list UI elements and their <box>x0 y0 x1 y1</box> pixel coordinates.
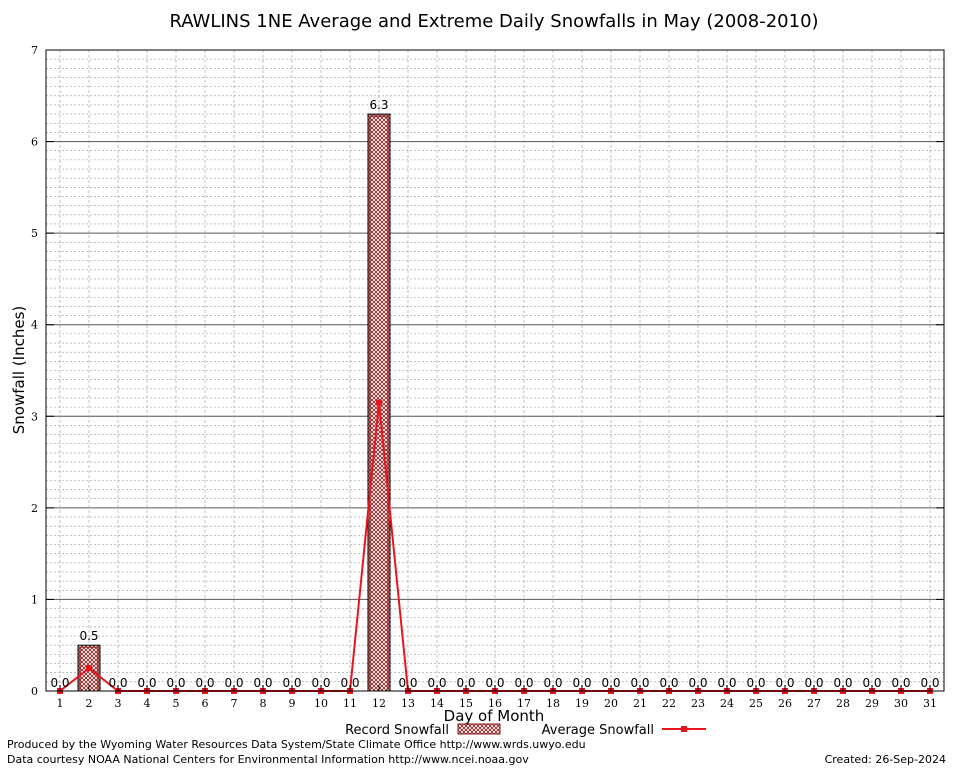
y-tick-label: 5 <box>31 227 38 240</box>
x-tick-label: 5 <box>173 697 180 710</box>
x-axis-label: Day of Month <box>444 707 545 725</box>
x-tick-label: 14 <box>430 697 444 710</box>
y-tick-label: 3 <box>31 410 38 423</box>
x-tick-label: 13 <box>401 697 415 710</box>
x-tick-label: 22 <box>662 697 676 710</box>
record-data-label: 0.0 <box>166 676 185 690</box>
x-tick-label: 28 <box>836 697 850 710</box>
record-data-label: 0.0 <box>688 676 707 690</box>
record-data-label: 0.0 <box>50 676 69 690</box>
record-data-label: 0.0 <box>775 676 794 690</box>
x-tick-label: 12 <box>372 697 386 710</box>
legend: Record Snowfall Average Snowfall <box>345 723 706 738</box>
chart-title: RAWLINS 1NE Average and Extreme Daily Sn… <box>169 11 818 32</box>
x-tick-label: 1 <box>57 697 64 710</box>
x-tick-label: 30 <box>894 697 908 710</box>
record-data-label: 0.0 <box>456 676 475 690</box>
y-tick-label: 6 <box>31 136 38 149</box>
x-tick-label: 24 <box>720 697 734 710</box>
record-data-label: 0.0 <box>891 676 910 690</box>
legend-average-label: Average Snowfall <box>542 723 654 738</box>
x-axis-ticks: 1 2 3 4 5 6 7 8 9 10 11 12 13 14 15 16 17 18 19 20 21 22 23 24 2… <box>57 685 937 710</box>
record-data-label: 0.0 <box>514 676 533 690</box>
x-tick-label: 20 <box>604 697 618 710</box>
y-tick-label: 1 <box>31 593 38 606</box>
record-data-label: 0.0 <box>108 676 127 690</box>
x-tick-label: 29 <box>865 697 879 710</box>
x-tick-label: 9 <box>289 697 296 710</box>
record-data-label: 0.0 <box>862 676 881 690</box>
record-data-label: 0.0 <box>427 676 446 690</box>
record-data-label: 0.0 <box>311 676 330 690</box>
x-tick-label: 27 <box>807 697 821 710</box>
record-data-label: 0.0 <box>195 676 214 690</box>
x-tick-label: 16 <box>488 697 502 710</box>
x-tick-label: 2 <box>86 697 93 710</box>
footer-produced-by: Produced by the Wyoming Water Resources … <box>7 738 586 751</box>
x-tick-label: 21 <box>633 697 647 710</box>
x-tick-label: 6 <box>202 697 209 710</box>
record-data-label: 0.0 <box>340 676 359 690</box>
x-tick-label: 18 <box>546 697 560 710</box>
footer-data-courtesy: Data courtesy NOAA National Centers for … <box>7 753 529 766</box>
record-data-label: 0.0 <box>659 676 678 690</box>
record-data-label: 0.0 <box>601 676 620 690</box>
record-data-label: 0.0 <box>137 676 156 690</box>
legend-record-label: Record Snowfall <box>345 723 449 738</box>
record-data-label: 0.0 <box>920 676 939 690</box>
x-tick-label: 7 <box>231 697 238 710</box>
grid <box>46 50 944 691</box>
record-data-label: 0.0 <box>224 676 243 690</box>
y-tick-label: 4 <box>31 319 38 332</box>
y-axis-ticks: 0 1 2 3 4 5 6 7 <box>31 44 944 698</box>
y-tick-label: 7 <box>31 44 38 57</box>
x-tick-label: 17 <box>517 697 531 710</box>
x-tick-label: 19 <box>575 697 589 710</box>
record-data-label: 6.3 <box>369 98 388 112</box>
record-data-label: 0.0 <box>253 676 272 690</box>
x-tick-label: 3 <box>115 697 122 710</box>
x-tick-label: 25 <box>749 697 763 710</box>
y-tick-label: 0 <box>31 685 38 698</box>
record-data-label: 0.0 <box>630 676 649 690</box>
x-tick-label: 10 <box>314 697 328 710</box>
x-tick-label: 4 <box>144 697 151 710</box>
x-tick-label: 26 <box>778 697 792 710</box>
record-data-label: 0.0 <box>543 676 562 690</box>
y-tick-label: 2 <box>31 502 38 515</box>
y-axis-label: Snowfall (Inches) <box>10 306 28 434</box>
x-tick-label: 23 <box>691 697 705 710</box>
record-data-label: 0.0 <box>398 676 417 690</box>
record-data-label: 0.0 <box>746 676 765 690</box>
record-data-label: 0.0 <box>572 676 591 690</box>
record-data-label: 0.0 <box>804 676 823 690</box>
record-data-label: 0.0 <box>282 676 301 690</box>
x-tick-label: 8 <box>260 697 267 710</box>
legend-record-swatch <box>457 723 501 735</box>
legend-average-marker <box>681 726 687 732</box>
x-tick-label: 31 <box>923 697 937 710</box>
x-tick-label: 11 <box>343 697 357 710</box>
data-labels: 0.0 0.5 0.0 0.0 0.0 0.0 0.0 0.0 0.0 0.0 0.0 6.3 0.0 0… <box>50 98 939 690</box>
record-data-label: 0.5 <box>79 629 98 643</box>
footer-created: Created: 26-Sep-2024 <box>825 753 946 766</box>
average-point <box>86 665 92 672</box>
record-data-label: 0.0 <box>717 676 736 690</box>
record-data-label: 0.0 <box>485 676 504 690</box>
record-data-label: 0.0 <box>833 676 852 690</box>
average-point <box>376 399 382 406</box>
x-tick-label: 15 <box>459 697 473 710</box>
